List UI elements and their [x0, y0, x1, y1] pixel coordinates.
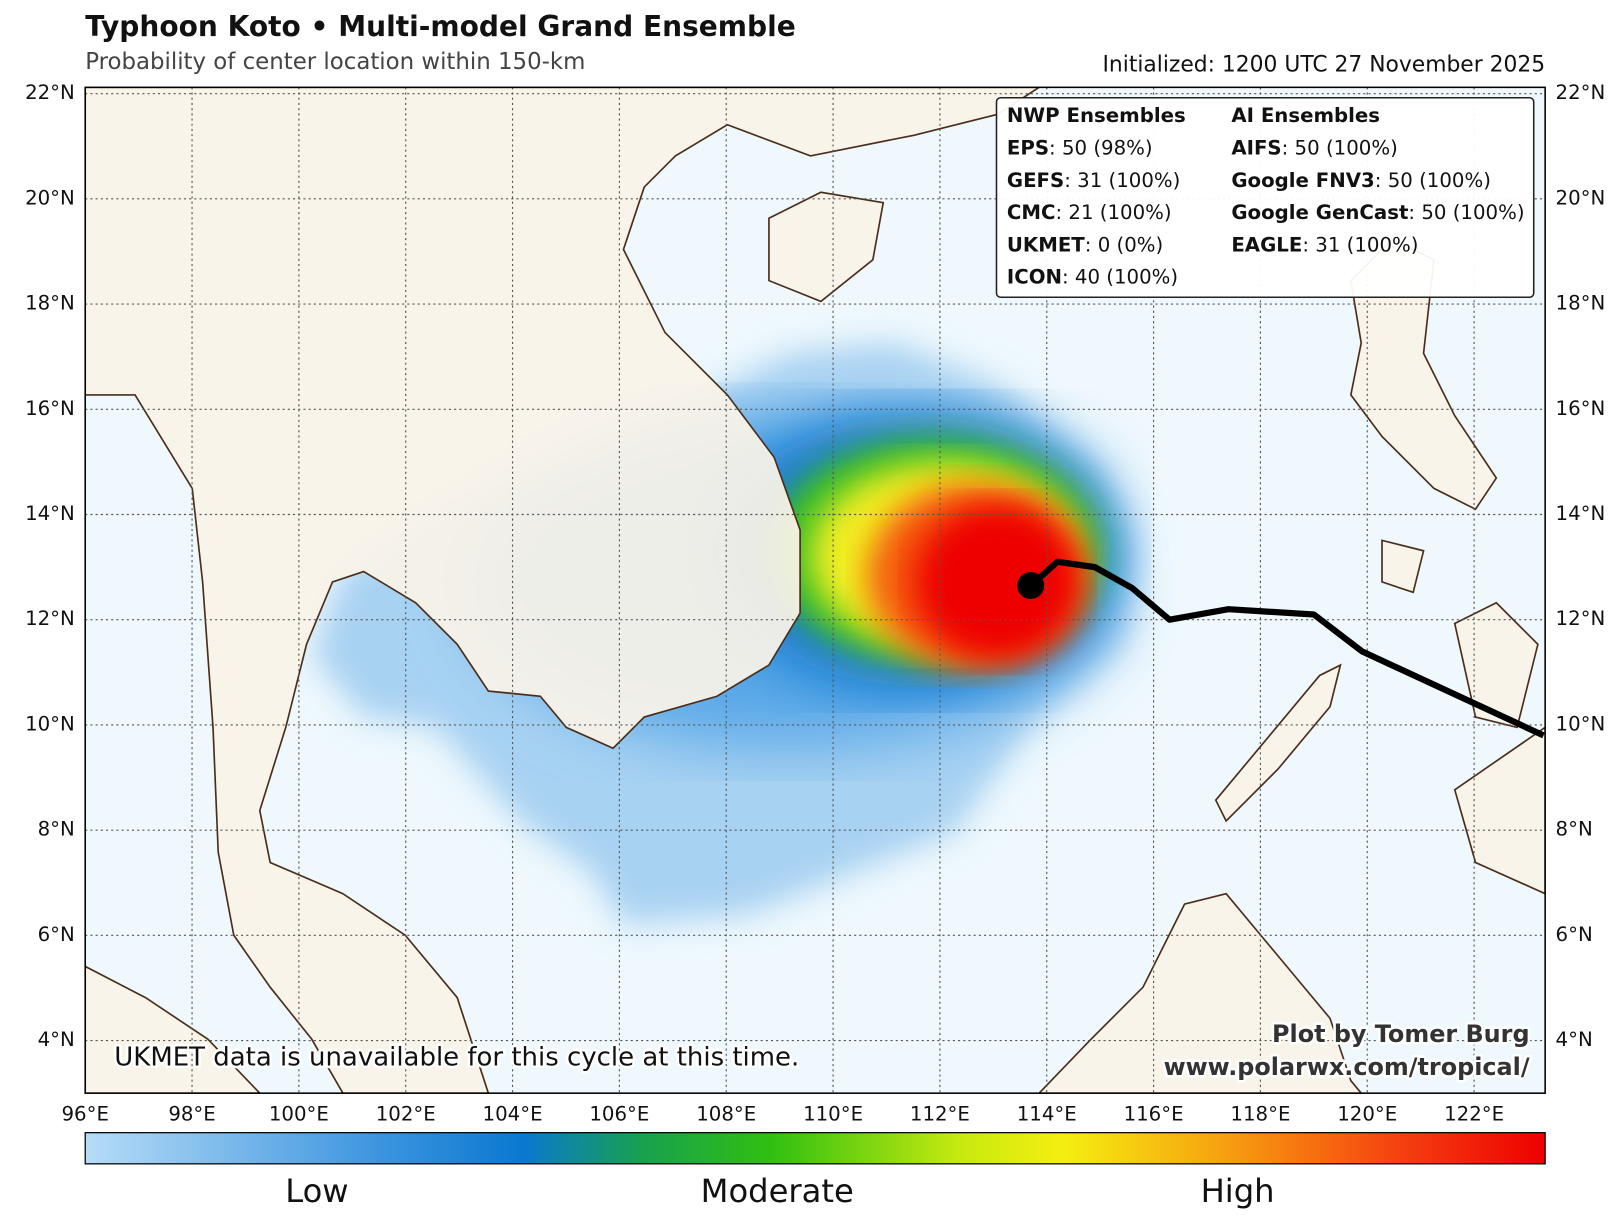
init-time: Initialized: 1200 UTC 27 November 2025 [1103, 53, 1546, 78]
x-tick-label: 116°E [1124, 1103, 1184, 1126]
x-tick-label: 104°E [483, 1103, 543, 1126]
y-tick-label-right: 16°N [1556, 397, 1606, 420]
model-name: EPS [1007, 136, 1049, 159]
model-name: AIFS [1231, 136, 1281, 159]
x-tick-label: 102°E [376, 1103, 436, 1126]
y-tick-label-right: 6°N [1556, 923, 1593, 946]
ukmet-note: UKMET data is unavailable for this cycle… [114, 1042, 799, 1072]
y-tick-label: 20°N [25, 186, 75, 209]
legend-entry: UKMET: 0 (0%) [1007, 233, 1163, 256]
borneo [1037, 892, 1363, 1094]
subtitle: Probability of center location within 15… [85, 49, 585, 75]
mindoro [1381, 539, 1425, 594]
land [85, 87, 1546, 1094]
legend-entry: GEFS: 31 (100%) [1007, 168, 1181, 191]
y-tick-label-right: 4°N [1556, 1028, 1593, 1051]
current-position [1017, 572, 1045, 600]
storm-track [1028, 558, 1545, 739]
model-count: : 50 (100%) [1375, 168, 1491, 191]
model-name: UKMET [1007, 233, 1085, 256]
model-count: : 31 (100%) [1302, 233, 1418, 256]
legend-entry: ICON: 40 (100%) [1007, 265, 1178, 288]
x-tick-label: 100°E [269, 1103, 329, 1126]
x-tick-label: 96°E [61, 1103, 108, 1126]
x-tick-label: 110°E [803, 1103, 863, 1126]
legend-entry: Google GenCast: 50 (100%) [1231, 201, 1524, 224]
legend-box [995, 96, 1535, 299]
legend-heading: AI Ensembles [1231, 104, 1380, 127]
model-count: : 50 (100%) [1282, 136, 1398, 159]
x-tick-label: 108°E [696, 1103, 756, 1126]
model-name: Google GenCast [1231, 201, 1408, 224]
y-tick-label: 4°N [38, 1028, 75, 1051]
map-frame [84, 86, 1546, 1094]
x-tick-label: 112°E [910, 1103, 970, 1126]
model-count: : 0 (0%) [1085, 233, 1163, 256]
legend-entry: AIFS: 50 (100%) [1231, 136, 1397, 159]
y-tick-label: 18°N [25, 292, 75, 315]
x-tick-label: 114°E [1017, 1103, 1077, 1126]
y-tick-label: 12°N [25, 607, 75, 630]
x-tick-label: 122°E [1444, 1103, 1504, 1126]
credit: Plot by Tomer Burg [1272, 1020, 1530, 1048]
model-count: : 50 (100%) [1408, 201, 1524, 224]
y-tick-label-right: 14°N [1556, 502, 1606, 525]
model-count: : 21 (100%) [1055, 201, 1171, 224]
model-count: : 40 (100%) [1062, 265, 1178, 288]
tick-labels: 96°E 98°E 100°E 102°E 104°E 106°E 108°E 110°E 11… [25, 81, 1605, 1125]
palawan [1214, 663, 1342, 823]
x-tick-label: 106°E [589, 1103, 649, 1126]
y-tick-label: 8°N [38, 818, 75, 841]
model-name: CMC [1007, 201, 1056, 224]
model-name: ICON [1007, 265, 1062, 288]
y-tick-label-right: 10°N [1556, 712, 1606, 735]
y-tick-label: 14°N [25, 502, 75, 525]
mainland [85, 87, 1041, 1094]
y-tick-label-right: 12°N [1556, 607, 1606, 630]
model-name: GEFS [1007, 168, 1064, 191]
hainan [768, 191, 885, 303]
model-count: : 31 (100%) [1064, 168, 1180, 191]
model-name: EAGLE [1231, 233, 1302, 256]
y-tick-label-right: 18°N [1556, 292, 1606, 315]
colorbar-label: High [1201, 1172, 1275, 1210]
colorbar-label: Moderate [701, 1172, 854, 1210]
y-tick-label: 16°N [25, 397, 75, 420]
y-tick-label: 6°N [38, 923, 75, 946]
y-tick-label: 10°N [25, 712, 75, 735]
legend-heading: NWP Ensembles [1007, 104, 1186, 127]
y-tick-label-right: 8°N [1556, 818, 1593, 841]
x-tick-label: 120°E [1337, 1103, 1397, 1126]
track-layer [1017, 558, 1545, 739]
model-name: Google FNV3 [1231, 168, 1374, 191]
legend-entry: EPS: 50 (98%) [1007, 136, 1153, 159]
y-tick-label-right: 22°N [1556, 81, 1606, 104]
legend-entry: CMC: 21 (100%) [1007, 201, 1172, 224]
model-count: : 50 (98%) [1049, 136, 1153, 159]
url: www.polarwx.com/tropical/ [1164, 1053, 1530, 1081]
colorbar-labels: Low Moderate High [285, 1172, 1274, 1210]
sumatra [85, 965, 261, 1094]
colorbar-label: Low [285, 1172, 348, 1210]
y-tick-label-right: 20°N [1556, 186, 1606, 209]
title: Typhoon Koto • Multi-model Grand Ensembl… [85, 10, 796, 43]
legend-entry: Google FNV3: 50 (100%) [1231, 168, 1491, 191]
mindanao [1453, 726, 1546, 895]
highest-prob [914, 504, 1081, 660]
x-tick-label: 118°E [1230, 1103, 1290, 1126]
colorbar [84, 1132, 1546, 1165]
x-tick-label: 98°E [168, 1103, 215, 1126]
legend-entry: EAGLE: 31 (100%) [1231, 233, 1418, 256]
y-tick-label: 22°N [25, 81, 75, 104]
